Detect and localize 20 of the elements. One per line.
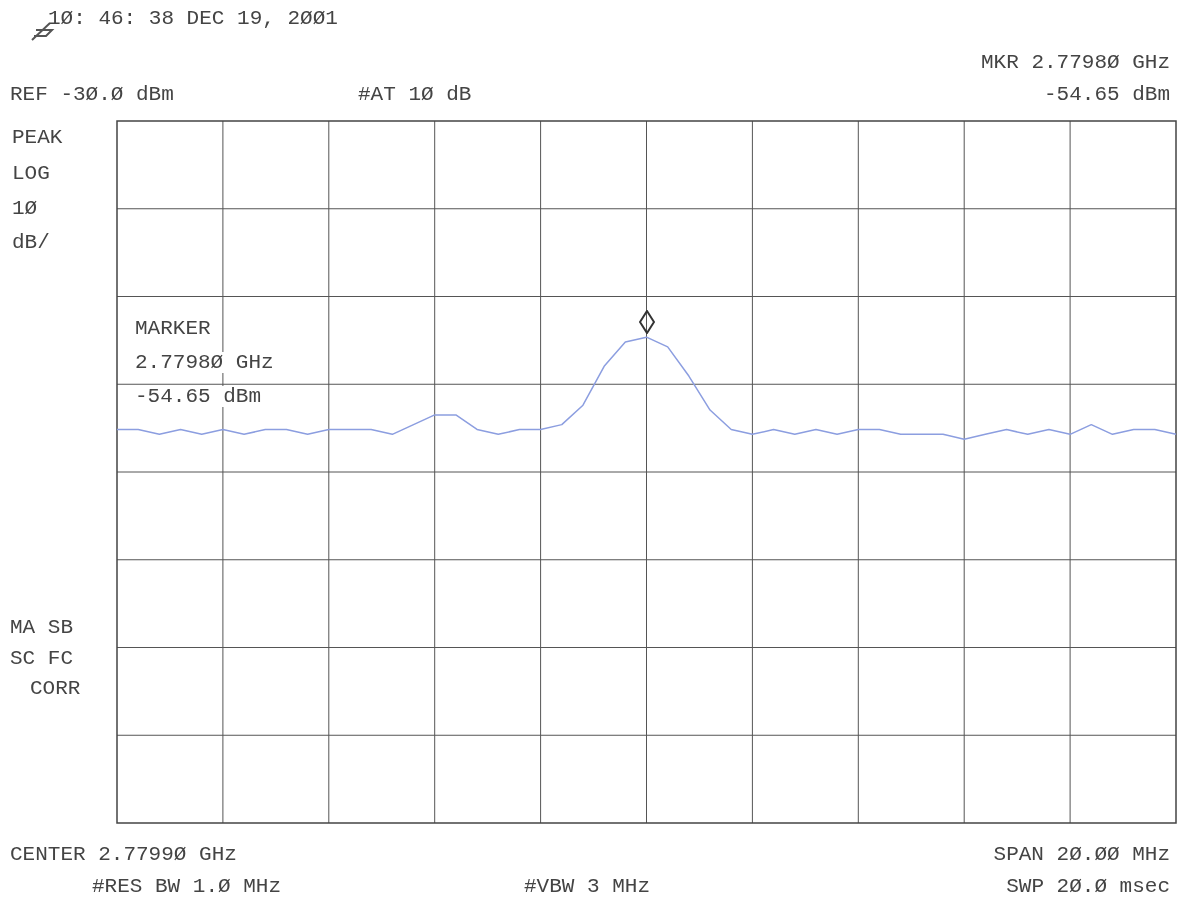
text: MA SB	[10, 616, 74, 639]
text: MKR 2.7798Ø GHz	[980, 51, 1170, 74]
text: #AT 1Ø dB	[358, 83, 472, 106]
text: #VBW 3 MHz	[524, 875, 651, 898]
text: -54.65 dBm	[1043, 83, 1170, 106]
text: dB/	[12, 231, 50, 254]
text: CENTER 2.7799Ø GHz	[10, 843, 237, 866]
text: SWP 2Ø.Ø msec	[1006, 875, 1170, 898]
text: REF -3Ø.Ø dBm	[10, 83, 174, 106]
text: CORR	[30, 677, 81, 700]
text: 1Ø	[12, 197, 38, 220]
text: SC FC	[10, 647, 74, 670]
text: LOG	[12, 162, 50, 185]
text: #RES BW 1.Ø MHz	[92, 875, 282, 898]
annotation: MARKER	[135, 317, 211, 340]
annotation: 2.7798Ø GHz	[135, 351, 274, 374]
chart-title: 1Ø: 46: 38 DEC 19, 2ØØ1	[48, 7, 338, 30]
text: PEAK	[12, 126, 63, 149]
text: SPAN 2Ø.ØØ MHz	[993, 843, 1170, 866]
annotation: -54.65 dBm	[135, 385, 262, 408]
